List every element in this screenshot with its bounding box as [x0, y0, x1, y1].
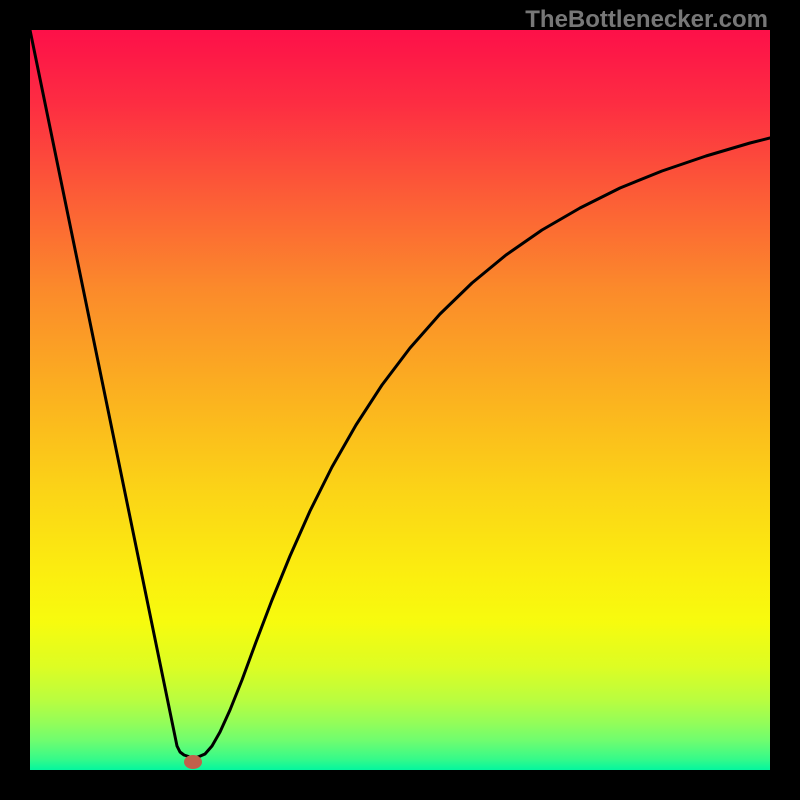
gradient-background	[30, 30, 770, 770]
plot-area	[30, 30, 770, 770]
chart-frame: TheBottlenecker.com	[0, 0, 800, 800]
watermark-text: TheBottlenecker.com	[525, 6, 768, 34]
optimum-marker	[184, 755, 202, 769]
chart-svg	[30, 30, 770, 770]
